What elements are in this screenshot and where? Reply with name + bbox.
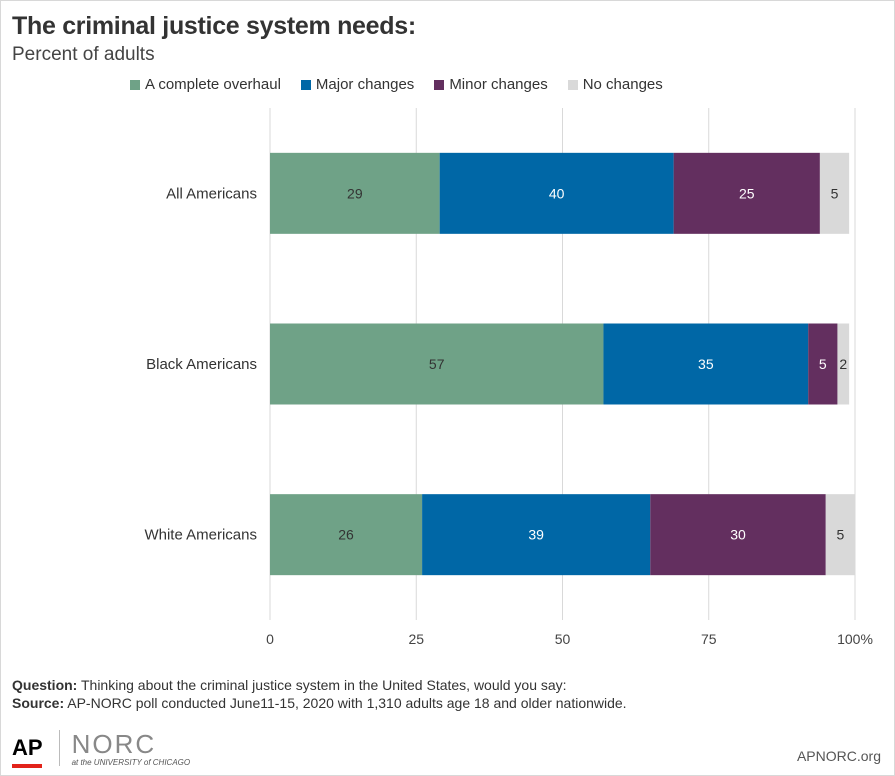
category-label: White Americans [144, 527, 257, 544]
x-tick-label: 100% [837, 631, 873, 647]
bar-segment [819, 152, 850, 234]
bar-segment [650, 494, 826, 576]
x-tick-label: 25 [408, 631, 424, 647]
data-label: 25 [739, 185, 755, 201]
bar-segment [837, 323, 850, 405]
bar-segment [439, 152, 674, 234]
source-label: Source: [12, 695, 65, 711]
question-text: Thinking about the criminal justice syst… [77, 677, 567, 693]
legend-swatch-minor [434, 79, 445, 90]
legend-label-major: Major changes [315, 76, 415, 93]
x-tick-label: 0 [266, 631, 274, 647]
source-text: AP-NORC poll conducted June11-15, 2020 w… [64, 695, 627, 711]
legend-item-major: Major changes [300, 76, 415, 93]
chart-subtitle: Percent of adults [12, 44, 155, 65]
bar-segment [270, 494, 423, 576]
chart-footer: Question: Thinking about the criminal ju… [12, 676, 627, 712]
legend: A complete overhaul Major changes Minor … [130, 76, 663, 93]
data-label: 5 [831, 185, 839, 201]
norc-logo: NORC at the UNIVERSITY of CHICAGO [72, 729, 191, 767]
x-tick-label: 50 [555, 631, 571, 647]
bar-segment [808, 323, 838, 405]
bar-segment [673, 152, 820, 234]
legend-label-overhaul: A complete overhaul [145, 76, 281, 93]
question-line: Question: Thinking about the criminal ju… [12, 676, 627, 694]
category-label: All Americans [166, 185, 257, 202]
source-line: Source: AP-NORC poll conducted June11-15… [12, 694, 627, 712]
legend-swatch-major [300, 79, 311, 90]
legend-item-minor: Minor changes [434, 76, 548, 93]
bar-segment [825, 494, 855, 576]
data-label: 26 [338, 527, 354, 543]
category-label: Black Americans [146, 356, 257, 373]
ap-logo: AP [12, 735, 43, 768]
data-label: 39 [528, 527, 544, 543]
legend-swatch-none [567, 79, 578, 90]
legend-label-none: No changes [582, 76, 663, 93]
legend-label-minor: Minor changes [449, 76, 548, 93]
legend-item-overhaul: A complete overhaul [130, 76, 281, 93]
logo-divider [58, 730, 60, 766]
bar-segment [270, 323, 604, 405]
data-label: 29 [347, 185, 363, 201]
data-label: 30 [730, 527, 746, 543]
site-url: APNORC.org [796, 748, 881, 764]
chart-title: The criminal justice system needs: [12, 12, 416, 40]
bar-segment [270, 152, 440, 234]
x-tick-label: 75 [701, 631, 717, 647]
bar-segment [603, 323, 809, 405]
norc-subtitle: at the UNIVERSITY of CHICAGO [71, 758, 191, 767]
data-label: 57 [429, 356, 445, 372]
data-label: 5 [819, 356, 827, 372]
data-label: 5 [836, 527, 844, 543]
data-label: 35 [698, 356, 714, 372]
bar-segment [422, 494, 651, 576]
question-label: Question: [12, 677, 78, 693]
legend-swatch-overhaul [130, 79, 140, 90]
data-label: 2 [839, 356, 847, 372]
logos: AP NORC at the UNIVERSITY of CHICAGO [12, 728, 190, 768]
data-label: 40 [549, 185, 565, 201]
norc-wordmark: NORC [71, 729, 157, 759]
legend-item-none: No changes [567, 76, 663, 93]
